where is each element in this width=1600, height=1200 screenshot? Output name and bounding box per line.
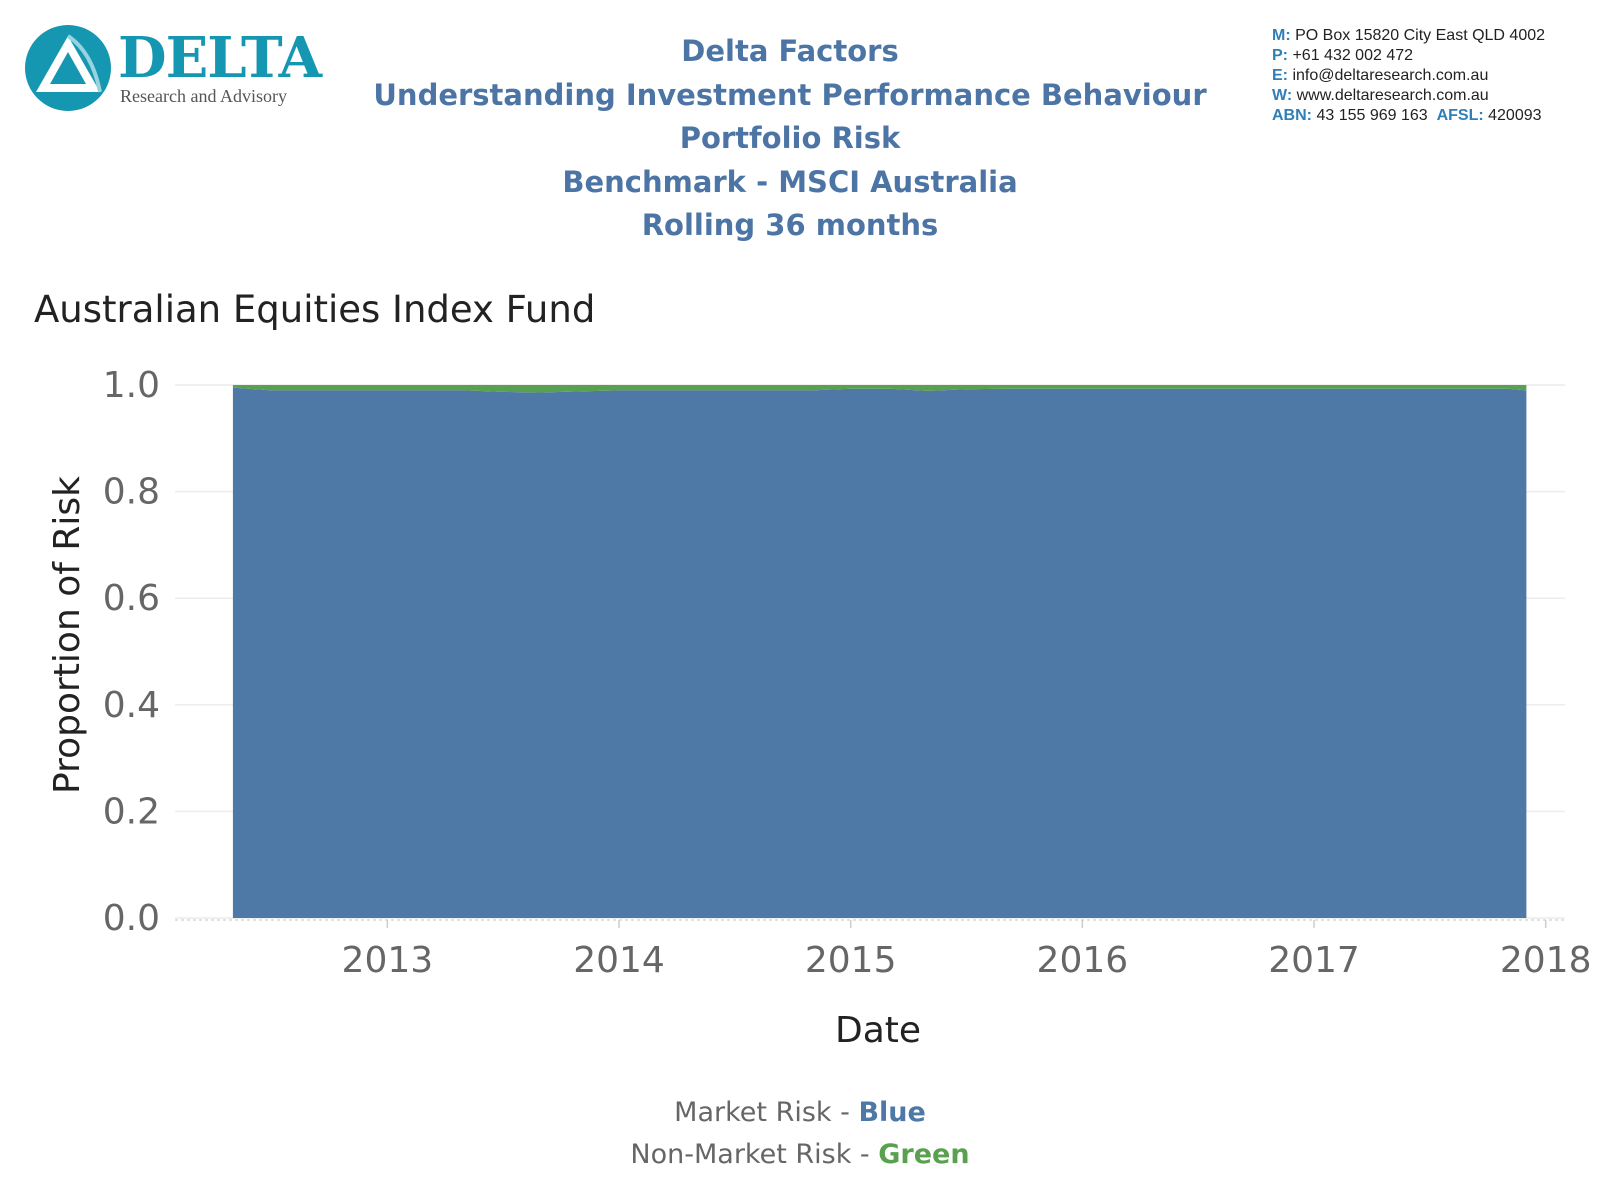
header-line-1: Delta Factors [681,34,899,68]
contact-web-value: www.deltaresearch.com.au [1296,87,1489,104]
y-axis-label: Proportion of Risk [47,476,88,794]
legend-market-color: Blue [858,1097,926,1128]
contact-abn-value: 43 155 969 163 [1316,107,1428,124]
legend-nonmarket-label: Non-Market Risk - [630,1139,879,1170]
legend-nonmarket: Non-Market Risk - Green [0,1134,1600,1176]
legend-market: Market Risk - Blue [0,1092,1600,1134]
x-tick-label: 2017 [1268,940,1360,981]
y-axis: 0.0 0.2 0.4 0.6 0.8 1.0 [103,365,160,939]
contact-phone-key: P: [1272,47,1288,64]
contact-email-value: info@deltaresearch.com.au [1292,67,1489,84]
header-line-4: Benchmark - MSCI Australia [562,164,1018,199]
y-tick-label: 0.4 [103,685,160,726]
contact-mail-value: PO Box 15820 City East QLD 4002 [1295,27,1546,44]
legend-market-label: Market Risk - [674,1097,859,1128]
x-tick-label: 2018 [1500,940,1592,981]
x-tick-label: 2013 [342,940,434,981]
contact-abn: ABN: 43 155 969 163 AFSL: 420093 [1272,106,1545,126]
x-tick-label: 2015 [805,940,897,981]
contact-web: W: www.deltaresearch.com.au [1272,86,1545,106]
header-line-5: Rolling 36 months [641,208,939,242]
legend-nonmarket-color: Green [878,1139,970,1170]
x-tick-label: 2016 [1037,940,1129,981]
chart-title: Australian Equities Index Fund [34,288,596,331]
y-tick-label: 0.0 [103,898,160,939]
y-tick-label: 1.0 [103,365,160,406]
contact-phone: P: +61 432 002 472 [1272,46,1545,66]
report-header: Delta Factors Understanding Investment P… [360,30,1220,248]
y-tick-label: 0.8 [103,472,160,513]
y-tick-label: 0.2 [103,791,160,832]
delta-triangle-icon [25,25,111,111]
logo-wordmark: DELTA [118,25,322,91]
contact-web-key: W: [1272,87,1293,104]
risk-area-chart: 0.00.20.40.60.81.0 2013 2014 2015 2016 2017 2… [47,365,1592,1051]
logo-tagline: Research and Advisory [120,86,287,106]
contact-afsl-key: AFSL: [1436,107,1484,124]
x-axis: 2013 2014 2015 2016 2017 2018 [342,920,1592,981]
area-non-market-risk [232,385,1527,393]
contact-phone-value: +61 432 002 472 [1292,47,1414,64]
legend: Market Risk - Blue Non-Market Risk - Gre… [0,1092,1600,1176]
contact-abn-key: ABN: [1272,107,1312,124]
y-tick-label: 0.6 [103,578,160,619]
contact-afsl-value: 420093 [1488,107,1542,124]
contact-mail-key: M: [1272,27,1291,44]
contact-email-key: E: [1272,67,1288,84]
area-series [232,385,1527,918]
header-line-2: Understanding Investment Performance Beh… [373,77,1207,112]
contact-details: M: PO Box 15820 City East QLD 4002 P: +6… [1272,26,1545,126]
header-line-3: Portfolio Risk [679,121,901,155]
contact-mail: M: PO Box 15820 City East QLD 4002 [1272,26,1545,46]
x-axis-label: Date [835,1010,921,1051]
delta-logo: DELTA Research and Advisory [22,22,322,114]
area-market-risk [232,387,1527,918]
x-tick-label: 2014 [573,940,665,981]
contact-email: E: info@deltaresearch.com.au [1272,66,1545,86]
